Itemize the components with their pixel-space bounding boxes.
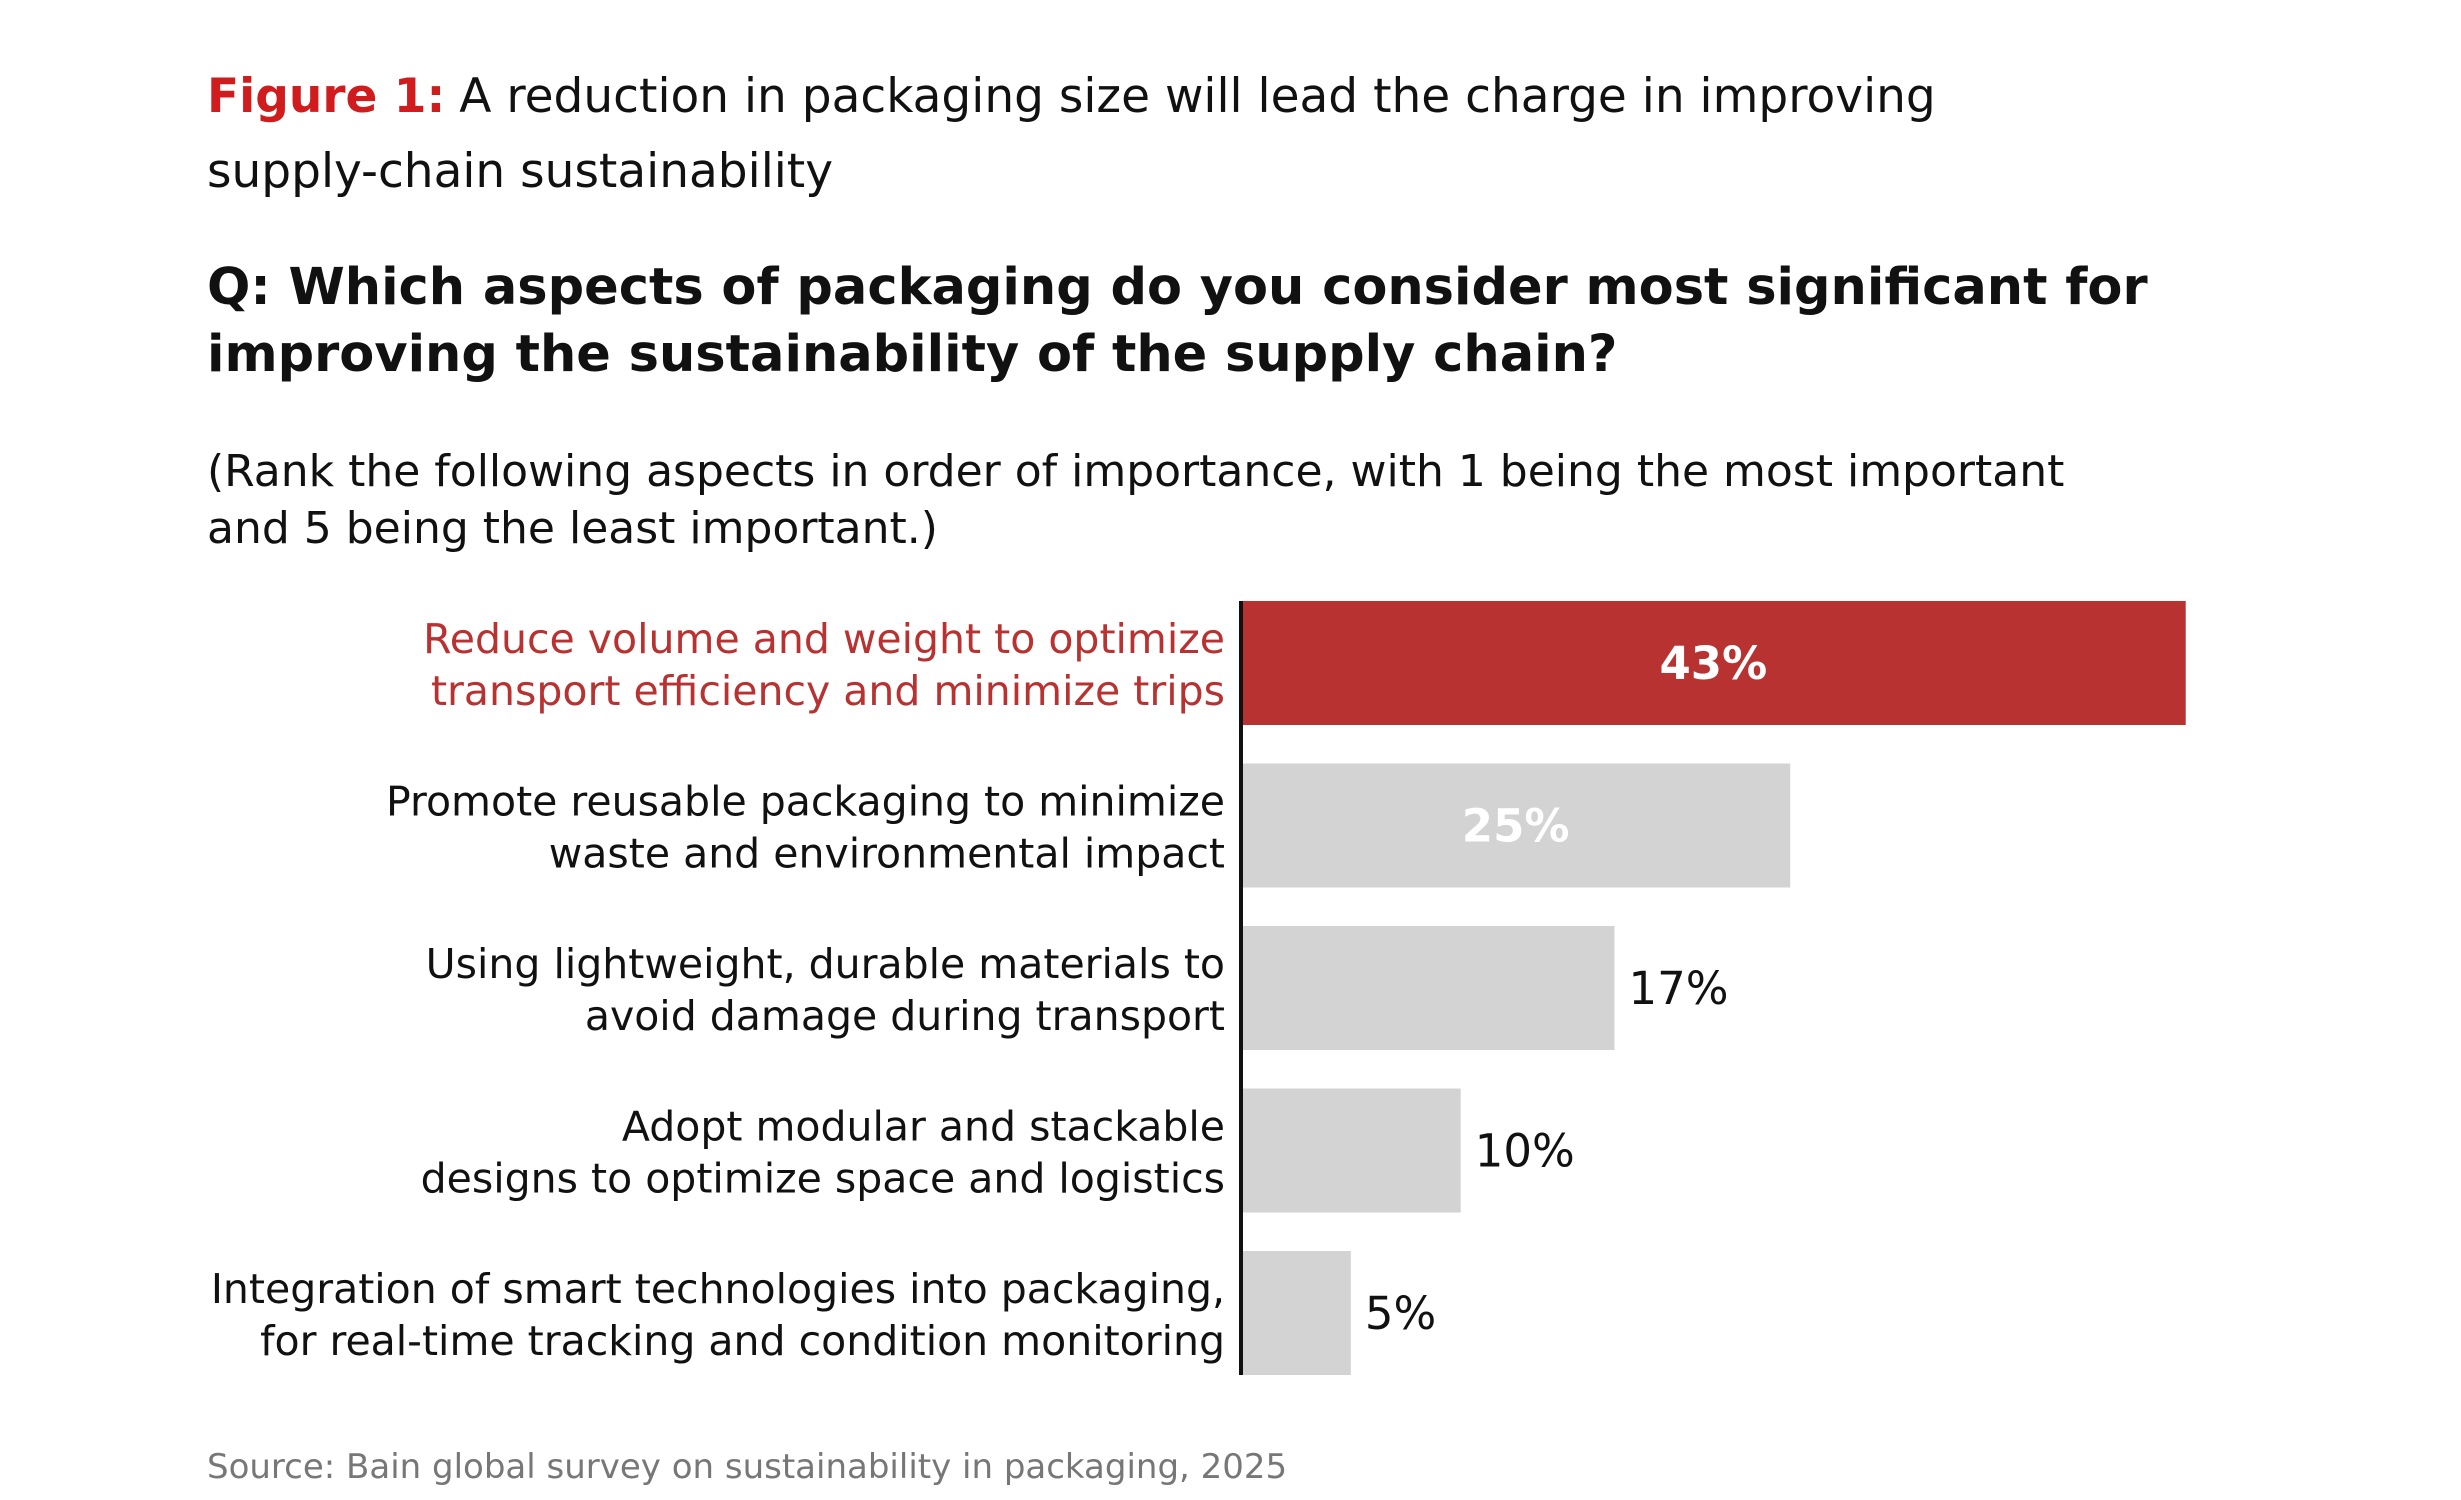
question-line: Q: Which aspects of packaging do you con…	[207, 258, 2148, 317]
bar	[1241, 1251, 1351, 1375]
subtitle-line: (Rank the following aspects in order of …	[207, 446, 2064, 497]
value-label: 17%	[1628, 962, 1728, 1015]
category-label: Using lightweight, durable materials to	[426, 940, 1225, 988]
value-label: 43%	[1659, 637, 1767, 690]
value-label: 5%	[1365, 1287, 1436, 1340]
title-line: supply-chain sustainability	[207, 144, 833, 199]
value-label: 25%	[1462, 800, 1570, 853]
bar	[1241, 763, 1791, 888]
bar	[1241, 926, 1615, 1050]
title-line: A reduction in packaging size will lead …	[459, 69, 1936, 124]
figure-label: Figure 1:	[207, 69, 445, 124]
chart-title: Figure 1: A reduction in packaging size w…	[207, 69, 1936, 124]
category-label: Adopt modular and stackable	[622, 1103, 1225, 1151]
source: Source: Bain global survey on sustainabi…	[207, 1447, 1287, 1487]
subtitle-line: and 5 being the least important.)	[207, 503, 938, 554]
category-label: avoid damage during transport	[585, 992, 1225, 1040]
value-label: 10%	[1475, 1125, 1575, 1178]
question-line: improving the sustainability of the supp…	[207, 325, 1618, 384]
bar	[1241, 1088, 1461, 1213]
category-label: Integration of smart technologies into p…	[211, 1265, 1225, 1313]
bar	[1241, 601, 2186, 725]
category-label: Reduce volume and weight to optimize	[423, 615, 1225, 663]
category-label: designs to optimize space and logistics	[421, 1155, 1225, 1203]
category-label: Promote reusable packaging to minimize	[386, 778, 1225, 826]
category-label: transport efficiency and minimize trips	[431, 667, 1225, 715]
category-label: waste and environmental impact	[549, 830, 1225, 878]
category-label: for real-time tracking and condition mon…	[260, 1317, 1225, 1365]
